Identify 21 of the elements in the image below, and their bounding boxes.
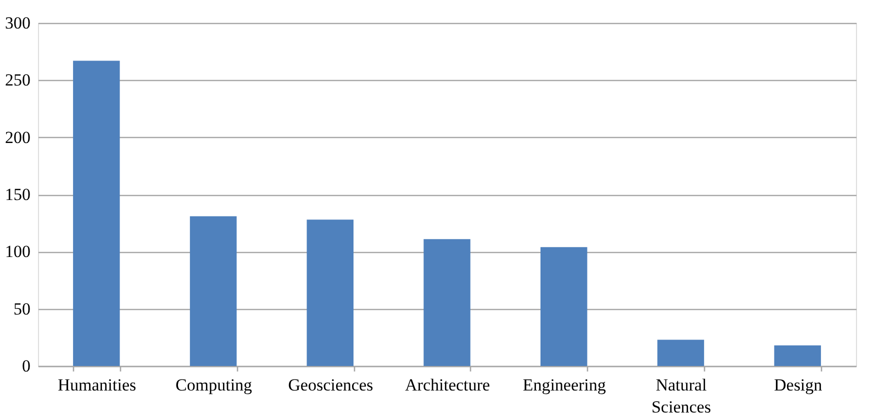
- x-tick-label: Humanities: [58, 376, 136, 394]
- x-tick-label: Geosciences: [288, 376, 374, 394]
- x-tick-label: Natural Sciences: [651, 376, 711, 416]
- bar: [657, 340, 704, 366]
- x-tick-label: Computing: [176, 376, 253, 394]
- y-tick-label: 50: [14, 299, 30, 318]
- x-tick-label: Design: [774, 376, 823, 394]
- bar: [306, 220, 354, 366]
- bar: [540, 247, 588, 366]
- bar: [190, 216, 237, 366]
- y-tick-label: 200: [5, 128, 30, 147]
- y-tick-label: 250: [5, 70, 30, 90]
- bar: [774, 345, 821, 366]
- bar: [424, 239, 470, 366]
- bar: [73, 60, 120, 366]
- x-tick-label: Architecture: [405, 376, 490, 394]
- y-tick-label: 0: [22, 356, 30, 376]
- y-tick-label: 300: [5, 14, 30, 32]
- y-tick-label: 100: [5, 242, 30, 262]
- x-tick-label: Engineering: [522, 376, 606, 394]
- y-tick-label: 150: [5, 185, 30, 204]
